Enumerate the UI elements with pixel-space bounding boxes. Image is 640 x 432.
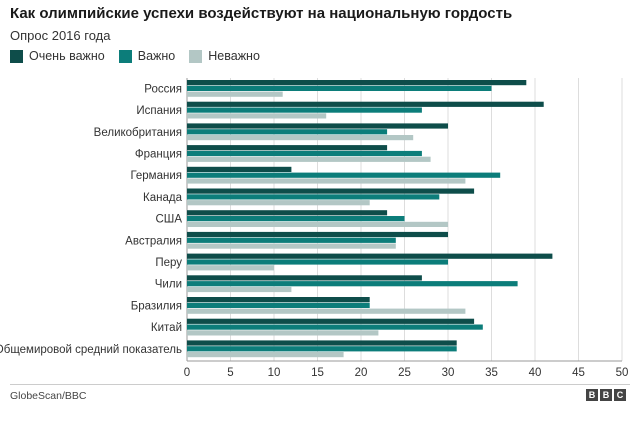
legend-swatch-very-important bbox=[10, 49, 23, 63]
chart-title: Как олимпийские успехи воздействуют на н… bbox=[10, 5, 513, 22]
legend-label-very-important: Очень важно bbox=[29, 49, 105, 63]
bar bbox=[187, 302, 370, 308]
bar bbox=[187, 243, 396, 249]
legend-item-very-important: Очень важно bbox=[10, 49, 105, 63]
footer-divider bbox=[10, 384, 630, 385]
legend: Очень важно Важно Неважно bbox=[10, 49, 274, 63]
bar bbox=[187, 123, 448, 129]
x-tick-label: 15 bbox=[311, 367, 324, 379]
category-label: Франция bbox=[135, 149, 182, 161]
bar bbox=[187, 297, 370, 303]
category-label: Россия bbox=[144, 83, 182, 95]
category-labels: Россия Испания Великобритания Франция Герман… bbox=[0, 83, 183, 355]
bar bbox=[187, 281, 518, 287]
bar bbox=[187, 145, 388, 151]
category-label: Китай bbox=[151, 322, 182, 334]
bar bbox=[187, 188, 475, 194]
legend-label-important: Важно bbox=[137, 49, 176, 63]
chart-subtitle: Опрос 2016 года bbox=[10, 28, 111, 43]
x-tick-label: 0 bbox=[184, 367, 190, 379]
bar bbox=[187, 259, 448, 265]
bar bbox=[187, 129, 388, 135]
bar bbox=[187, 324, 483, 330]
legend-item-important: Важно bbox=[118, 49, 176, 63]
bar bbox=[187, 231, 448, 238]
bar bbox=[187, 194, 440, 200]
category-label: Австралия bbox=[125, 235, 182, 247]
bar bbox=[187, 91, 283, 97]
x-axis-ticks: 0 5 10 15 20 25 30 35 40 45 50 bbox=[184, 367, 629, 379]
category-label: Бразилия bbox=[131, 300, 182, 312]
bar bbox=[187, 80, 527, 86]
bar bbox=[187, 275, 422, 281]
bar bbox=[187, 113, 327, 119]
bar bbox=[187, 172, 501, 178]
x-tick-label: 5 bbox=[227, 367, 233, 379]
category-label: Испания bbox=[136, 105, 182, 117]
bar bbox=[187, 200, 370, 206]
bar bbox=[187, 101, 544, 107]
bar bbox=[187, 340, 457, 346]
bar bbox=[187, 178, 466, 184]
bar bbox=[187, 150, 422, 157]
category-label: Великобритания bbox=[94, 127, 182, 139]
x-tick-label: 10 bbox=[268, 367, 281, 379]
x-tick-label: 45 bbox=[572, 367, 585, 379]
bar bbox=[187, 346, 457, 352]
bar bbox=[187, 352, 344, 358]
bar bbox=[187, 216, 405, 222]
x-tick-label: 35 bbox=[485, 367, 498, 379]
bbc-logo-letter: B bbox=[600, 389, 612, 401]
bar bbox=[187, 286, 292, 293]
source-credit: GlobeScan/BBC bbox=[10, 390, 87, 402]
bar bbox=[187, 135, 414, 141]
x-tick-label: 30 bbox=[442, 367, 455, 379]
legend-label-not-important: Неважно bbox=[208, 49, 260, 63]
category-label: Чили bbox=[155, 279, 182, 291]
bbc-logo-letter: C bbox=[614, 389, 626, 401]
category-label: Канада bbox=[143, 192, 183, 204]
legend-swatch-important bbox=[118, 49, 132, 63]
legend-swatch-not-important bbox=[189, 49, 203, 63]
category-label: Германия bbox=[130, 170, 182, 182]
bar bbox=[187, 253, 553, 259]
bars bbox=[187, 80, 553, 358]
legend-item-not-important: Неважно bbox=[189, 49, 260, 63]
bar bbox=[187, 107, 422, 113]
bar bbox=[187, 166, 292, 172]
bar bbox=[187, 156, 431, 162]
category-label: Перу bbox=[155, 257, 182, 269]
x-tick-label: 25 bbox=[398, 367, 411, 379]
bar bbox=[187, 210, 388, 216]
x-tick-label: 50 bbox=[616, 367, 629, 379]
bar bbox=[187, 221, 448, 227]
category-label: США bbox=[155, 214, 182, 226]
bar bbox=[187, 330, 379, 336]
bar bbox=[187, 85, 492, 91]
category-label: Общемировой средний показатель bbox=[0, 344, 182, 356]
bbc-logo-letter: B bbox=[586, 389, 598, 401]
bbc-logo: B B C bbox=[586, 389, 626, 401]
bar bbox=[187, 308, 466, 314]
x-tick-label: 40 bbox=[529, 367, 542, 379]
x-tick-label: 20 bbox=[355, 367, 368, 379]
bar bbox=[187, 318, 475, 324]
bar bbox=[187, 237, 396, 243]
bar bbox=[187, 265, 274, 271]
